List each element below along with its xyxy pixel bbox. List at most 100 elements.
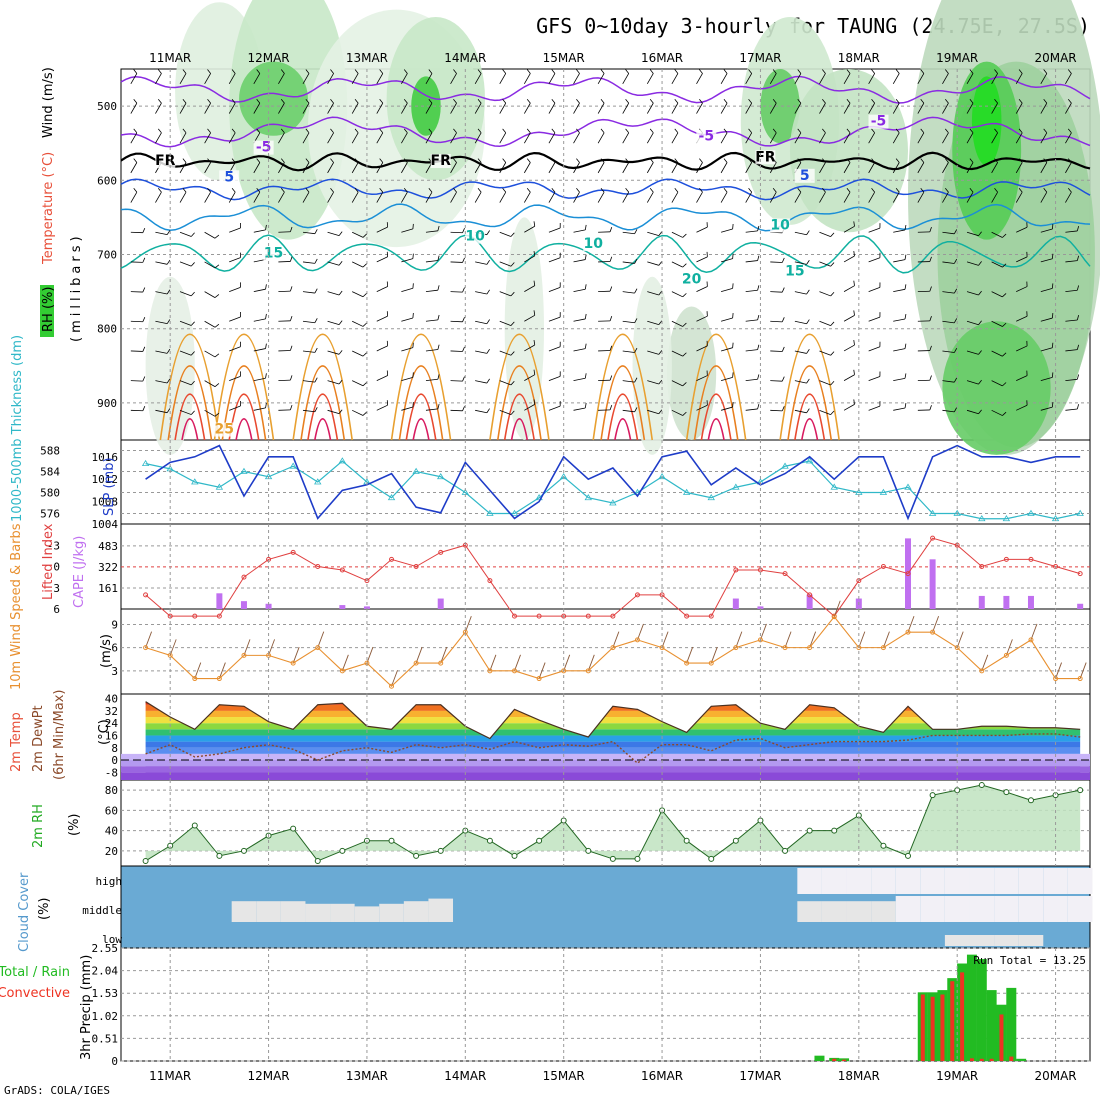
wind-barb-flag [944, 128, 949, 134]
date-label-top: 12MAR [247, 51, 289, 65]
wind-barb-flag [920, 158, 925, 163]
isotherm-label: 10 [583, 236, 603, 252]
wind-barb [843, 191, 851, 203]
pressure-tick: 700 [97, 249, 117, 262]
wind-barb-flag [658, 350, 663, 355]
wind-barb-flag [978, 350, 982, 355]
wind-barb-flag [477, 128, 482, 134]
precip-total-bar [1006, 987, 1017, 1061]
wind-barb-flag [477, 69, 482, 74]
wind10m-point [512, 668, 518, 674]
wind-barb-flag [265, 373, 267, 379]
rh-area [145, 785, 1081, 861]
isotherm-line [120, 203, 1091, 232]
date-label-bottom: 13MAR [346, 1069, 388, 1083]
thickness-point [978, 514, 986, 522]
wind-barb [646, 102, 654, 114]
temp-band [145, 735, 1090, 742]
isotherm-line [120, 116, 1091, 148]
wind10m-barb [268, 639, 275, 656]
warm-isotherm [592, 333, 654, 441]
wind-barb [917, 102, 925, 114]
wind-barb [352, 320, 364, 327]
precip-convective-bar [999, 1014, 1004, 1061]
dewpoint-line [145, 733, 1081, 765]
wind-barb [155, 191, 162, 203]
thickness-point [437, 472, 445, 480]
temp-band-low [121, 753, 1090, 761]
wind-barb-flag [1043, 158, 1048, 163]
wind-barb [474, 162, 482, 174]
wind-barb [524, 344, 535, 352]
wind-barb-flag [853, 221, 855, 227]
wind-barb [573, 229, 586, 233]
footer-credit: GrADS: COLA/IGES [4, 1084, 110, 1097]
wind-barb [696, 73, 703, 85]
wind-barb-flag [533, 250, 536, 257]
wind-barb-flag [1043, 69, 1048, 74]
wind-barb [646, 132, 654, 144]
wind-barb-flag [699, 98, 703, 104]
wind-barb [1040, 347, 1053, 352]
wind-barb [942, 132, 949, 144]
wind-barb-flag [354, 188, 359, 193]
temp-tick: 32 [105, 705, 118, 718]
wind-barb-flag [969, 158, 974, 163]
lifted-point [684, 613, 690, 619]
wind-barb [278, 191, 285, 203]
rh-point [290, 825, 297, 832]
wind-barb [671, 132, 679, 144]
wind-barb-flag [305, 69, 310, 74]
wind-barb-flag [453, 128, 457, 134]
wind-barb-flag [182, 188, 187, 193]
wind-barb-flag [994, 98, 998, 104]
wind10m-point [880, 645, 886, 651]
wind-barb [302, 409, 315, 413]
wind-barb [228, 73, 236, 85]
wind-barb-flag [658, 261, 663, 266]
cloud-cell-middle [797, 901, 822, 922]
wind-barb [942, 320, 955, 324]
precip-convective-bar [1009, 1056, 1014, 1061]
wind10m-point [561, 668, 567, 674]
wind-barb [278, 162, 285, 174]
wind-barb-flag [403, 158, 408, 163]
wind-barb-flag [806, 378, 810, 384]
wind-barb-flag [231, 98, 236, 104]
wind-barb [229, 257, 241, 263]
cloud-cell-high [797, 868, 822, 894]
wind-barb-flag [609, 286, 613, 292]
wind-barb [401, 287, 414, 292]
precip-convective-bar [950, 981, 955, 1061]
wind-tick: 6 [111, 642, 118, 655]
wind-barb [475, 291, 487, 295]
wind-barb [351, 132, 359, 144]
wind-barb [351, 73, 359, 85]
wind-barb [794, 380, 807, 384]
temp-tick: 0 [111, 754, 118, 767]
wind-barb-flag [280, 69, 285, 74]
lifted-point [979, 564, 985, 569]
temperature-label: Temperature (°C) [41, 152, 56, 265]
wind10m-point [610, 645, 616, 651]
temp-tick: 40 [105, 693, 118, 706]
wind-barb [597, 132, 605, 144]
wind-barb [966, 132, 974, 144]
wind10m-layer: 3 6 9 [111, 600, 1090, 689]
wind-barb-flag [830, 232, 835, 237]
wind-barb-flag [157, 128, 162, 134]
wind-barb [794, 320, 807, 325]
wind-barb-flag [781, 406, 785, 412]
run-total-label: Run Total = 13.25 [973, 954, 1086, 967]
wind-barb [868, 132, 876, 144]
wind-barb-flag [551, 69, 556, 74]
wind10m-barb [514, 654, 521, 671]
wind-barb [425, 319, 438, 322]
wind-barb-flag [830, 291, 835, 297]
wind-barb [647, 231, 659, 237]
wind-barb-flag [1002, 322, 1007, 327]
temp-band-low [121, 772, 1090, 780]
wind-barb-flag [1067, 188, 1072, 193]
wind-barb [204, 350, 216, 358]
wind-barb [1040, 162, 1048, 174]
